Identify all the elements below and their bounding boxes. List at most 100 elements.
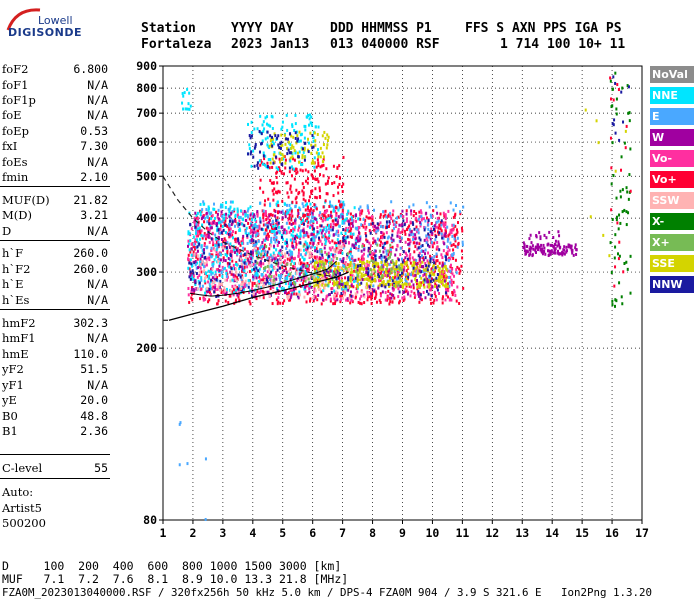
echo-point bbox=[441, 280, 444, 284]
echo-point bbox=[415, 282, 418, 286]
echo-point bbox=[325, 228, 328, 232]
echo-point bbox=[414, 258, 417, 262]
echo-point bbox=[292, 135, 295, 139]
echo-point bbox=[255, 233, 258, 237]
echo-point bbox=[325, 167, 328, 171]
echo-point bbox=[412, 203, 415, 207]
echo-point bbox=[314, 143, 317, 147]
echo-point bbox=[317, 286, 320, 290]
echo-point bbox=[280, 261, 283, 265]
echo-point bbox=[293, 236, 296, 240]
echo-point bbox=[402, 290, 405, 294]
echo-point bbox=[190, 242, 193, 246]
echo-point bbox=[263, 243, 266, 247]
echo-point bbox=[420, 276, 423, 280]
echo-point bbox=[612, 98, 615, 102]
echo-point bbox=[313, 284, 316, 288]
echo-point bbox=[331, 286, 334, 290]
echo-point bbox=[304, 168, 307, 172]
echo-point bbox=[255, 297, 258, 301]
echo-point bbox=[324, 279, 327, 283]
echo-point bbox=[625, 210, 628, 214]
echo-point bbox=[292, 244, 295, 248]
echo-point bbox=[366, 295, 369, 299]
param-row: B0 48.8 bbox=[2, 409, 108, 423]
echo-point bbox=[226, 261, 229, 265]
echo-point bbox=[189, 258, 192, 262]
echo-point bbox=[355, 287, 358, 291]
echo-point bbox=[209, 224, 212, 228]
echo-point bbox=[194, 259, 197, 263]
echo-point bbox=[279, 290, 282, 294]
echo-point bbox=[446, 245, 449, 249]
echo-point bbox=[379, 300, 382, 304]
echo-point bbox=[392, 283, 395, 287]
echo-point bbox=[194, 238, 197, 242]
echo-point bbox=[220, 213, 223, 217]
echo-point bbox=[426, 277, 429, 281]
echo-point bbox=[454, 239, 457, 243]
echo-point bbox=[302, 150, 305, 154]
echo-point bbox=[277, 225, 280, 229]
echo-point bbox=[286, 181, 289, 185]
echo-point bbox=[218, 273, 221, 277]
echo-point bbox=[358, 226, 361, 230]
echo-point bbox=[396, 267, 399, 271]
echo-point bbox=[367, 292, 370, 296]
echo-point bbox=[219, 279, 222, 283]
echo-point bbox=[234, 214, 237, 218]
echo-point bbox=[349, 271, 352, 275]
echo-point bbox=[312, 209, 315, 213]
echo-point bbox=[385, 231, 388, 235]
echo-point bbox=[392, 219, 395, 223]
echo-point bbox=[290, 259, 293, 263]
echo-point bbox=[335, 175, 338, 179]
param-label: foEs bbox=[2, 155, 28, 169]
echo-point bbox=[417, 292, 420, 296]
echo-point bbox=[212, 221, 215, 225]
echo-point bbox=[389, 300, 392, 304]
echo-point bbox=[259, 201, 262, 205]
echo-point bbox=[367, 246, 370, 250]
echo-point bbox=[425, 236, 428, 240]
echo-point bbox=[441, 261, 444, 265]
echo-point bbox=[262, 254, 265, 258]
echo-point bbox=[390, 276, 393, 280]
echo-point bbox=[276, 268, 279, 272]
echo-point bbox=[311, 189, 314, 193]
echo-point bbox=[405, 217, 408, 221]
echo-point bbox=[619, 189, 622, 193]
echo-point bbox=[315, 207, 318, 211]
echo-point bbox=[323, 246, 326, 250]
echo-point bbox=[352, 278, 355, 282]
echo-point bbox=[229, 289, 232, 293]
echo-point bbox=[219, 258, 222, 262]
echo-point bbox=[234, 277, 237, 281]
echo-point bbox=[460, 249, 463, 253]
echo-point bbox=[381, 274, 384, 278]
echo-point bbox=[302, 282, 305, 286]
echo-point bbox=[292, 227, 295, 231]
echo-point bbox=[542, 243, 545, 247]
echo-point bbox=[310, 115, 313, 119]
echo-point bbox=[378, 298, 381, 302]
echo-point bbox=[612, 174, 615, 178]
echo-point bbox=[625, 186, 628, 190]
echo-point bbox=[195, 234, 198, 238]
echo-point bbox=[315, 196, 318, 200]
echo-point bbox=[349, 250, 352, 254]
echo-point bbox=[461, 240, 464, 244]
echo-point bbox=[306, 224, 309, 228]
param-row: hmF2 302.3 bbox=[2, 316, 108, 330]
echo-point bbox=[414, 245, 417, 249]
echo-point bbox=[299, 139, 302, 143]
echo-point bbox=[238, 267, 241, 271]
echo-point bbox=[268, 166, 271, 170]
echo-point bbox=[208, 217, 211, 221]
echo-point bbox=[223, 237, 226, 241]
echo-point bbox=[335, 246, 338, 250]
echo-point bbox=[401, 228, 404, 232]
echo-point bbox=[442, 236, 445, 240]
echo-point bbox=[298, 241, 301, 245]
echo-point bbox=[419, 209, 422, 213]
